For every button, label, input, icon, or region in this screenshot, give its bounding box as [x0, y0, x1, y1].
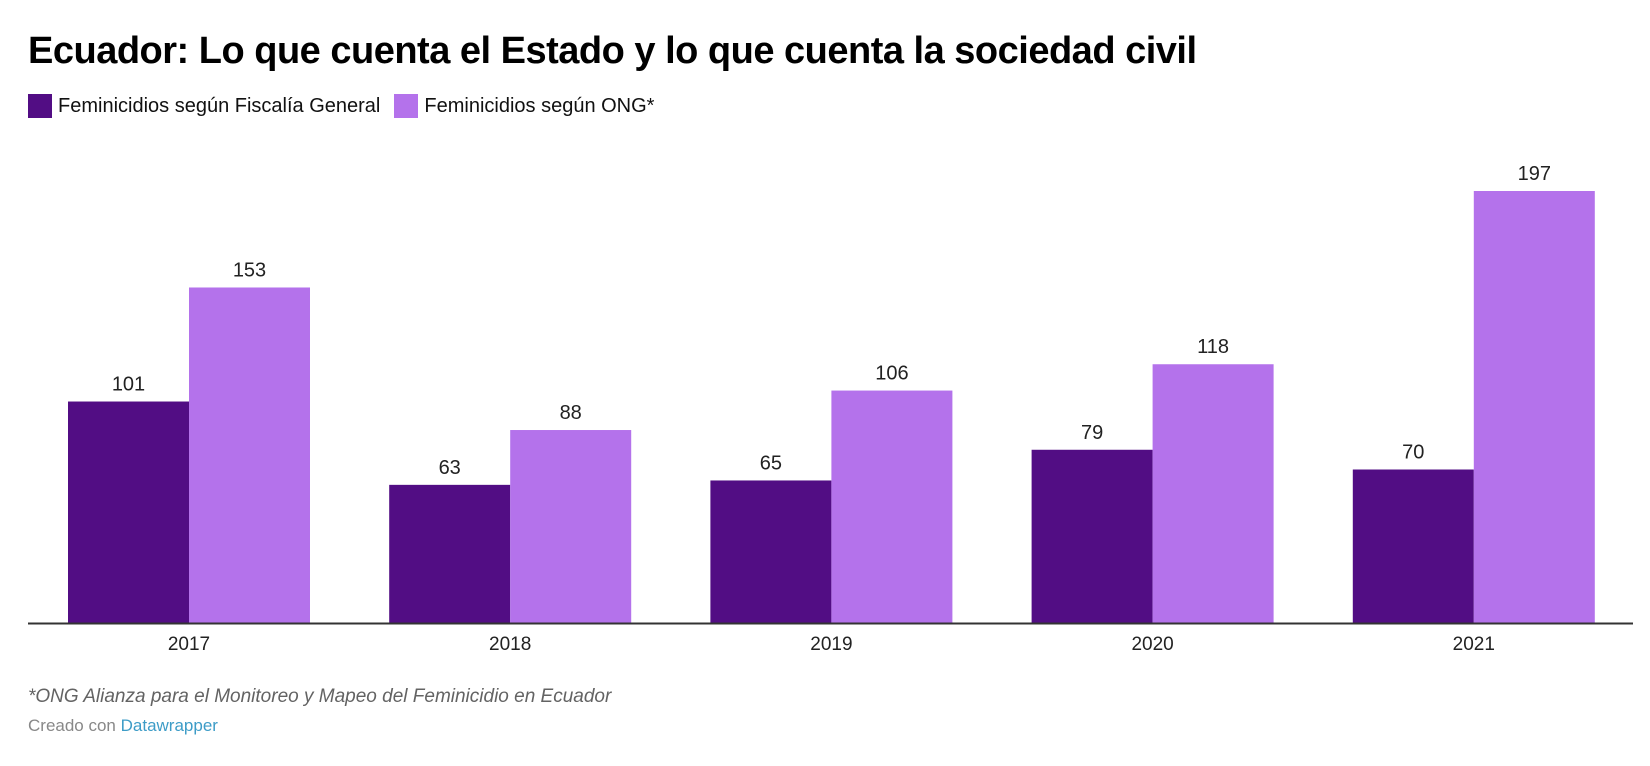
data-label-ong-2018: 88: [560, 402, 582, 424]
credit-text: Creado con: [28, 716, 116, 735]
footnote: *ONG Alianza para el Monitoreo y Mapeo d…: [28, 686, 612, 707]
bar-fiscalia-2021: [1352, 469, 1474, 623]
bar-ong-2020: [1152, 364, 1274, 623]
bar-ong-2018: [510, 430, 632, 623]
chart-title: Ecuador: Lo que cuenta el Estado y lo qu…: [28, 30, 1197, 72]
bar-fiscalia-2018: [389, 484, 511, 623]
bar-fiscalia-2017: [68, 401, 189, 623]
legend-label-ong: Feminicidios según ONG*: [424, 94, 655, 117]
data-label-fiscalia-2021: 70: [1402, 441, 1424, 463]
data-label-ong-2020: 118: [1197, 336, 1229, 358]
data-label-fiscalia-2020: 79: [1081, 422, 1103, 444]
data-label-ong-2019: 106: [875, 363, 908, 385]
datawrapper-link[interactable]: Datawrapper: [120, 716, 218, 735]
data-label-ong-2021: 197: [1518, 163, 1551, 185]
data-label-ong-2017: 153: [233, 259, 266, 281]
legend-item-ong: Feminicidios según ONG*: [394, 94, 654, 118]
credit-line: Creado con Datawrapper: [28, 716, 218, 736]
bar-chart: 101 153 2017 63 88 2018 65 106 2019 79 118 2020 70 19…: [28, 163, 1633, 655]
bar-fiscalia-2019: [710, 480, 832, 623]
legend-swatch-fiscalia: [28, 94, 52, 118]
legend-item-fiscalia: Feminicidios según Fiscalía General: [28, 94, 380, 118]
data-label-fiscalia-2019: 65: [760, 452, 782, 474]
bar-ong-2021: [1473, 191, 1595, 623]
bar-fiscalia-2020: [1031, 449, 1153, 623]
x-tick-label-2020: 2020: [1131, 634, 1173, 655]
legend-label-fiscalia: Feminicidios según Fiscalía General: [58, 94, 381, 117]
bar-ong-2017: [189, 287, 310, 623]
legend-swatch-ong: [394, 94, 419, 118]
x-tick-label-2017: 2017: [168, 634, 210, 655]
bar-ong-2019: [831, 390, 953, 623]
data-label-fiscalia-2017: 101: [112, 374, 145, 396]
x-tick-label-2021: 2021: [1453, 634, 1495, 655]
data-label-fiscalia-2018: 63: [439, 457, 461, 479]
x-tick-label-2019: 2019: [810, 634, 852, 655]
x-tick-label-2018: 2018: [489, 634, 531, 655]
legend: Feminicidios según Fiscalía General Femi…: [28, 94, 668, 118]
